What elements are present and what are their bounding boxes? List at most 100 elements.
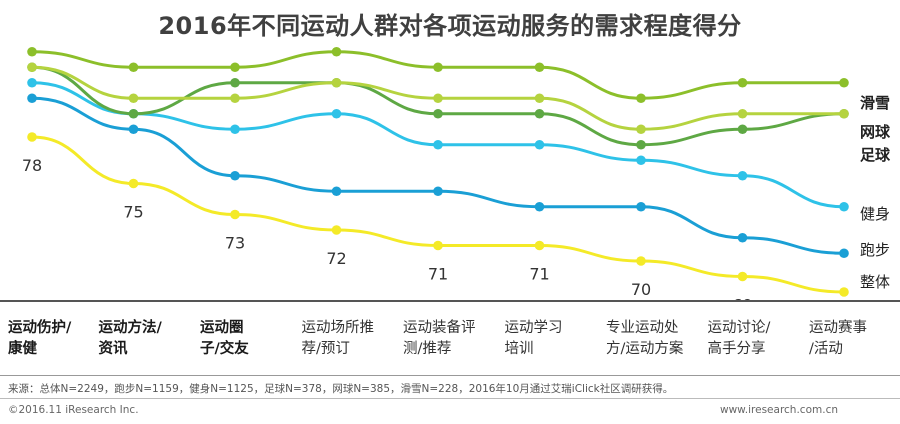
category-label-line: 荐/预订 xyxy=(301,341,350,357)
data-point-健身-6 xyxy=(636,155,646,166)
data-point-跑步-6 xyxy=(636,201,646,212)
data-label-4: 71 xyxy=(428,265,448,284)
data-label-5: 71 xyxy=(529,265,549,284)
series-line-足球 xyxy=(30,65,846,147)
chart-title: 2016年不同运动人群对各项运动服务的需求程度得分 xyxy=(158,12,742,40)
category-label-4: 运动装备评测/推荐 xyxy=(403,318,513,360)
data-point-滑雪-6 xyxy=(636,93,646,104)
data-point-整体-8 xyxy=(839,287,849,297)
series-label-健身: 健身 xyxy=(860,205,890,223)
category-label-line: 运动讨论/ xyxy=(707,320,771,336)
data-label-2: 73 xyxy=(225,234,245,253)
data-point-滑雪-1 xyxy=(128,62,139,73)
data-point-足球-6 xyxy=(636,139,646,150)
series-label-滑雪: 滑雪 xyxy=(860,94,890,112)
data-point-足球-7 xyxy=(737,124,748,135)
data-point-整体-0 xyxy=(27,132,37,142)
series-label-整体: 整体 xyxy=(860,273,890,291)
category-label-line: 高手分享 xyxy=(707,341,766,357)
category-label-line: 运动伤护/ xyxy=(8,320,72,336)
category-label-line: 测/推荐 xyxy=(403,341,452,357)
data-point-健身-8 xyxy=(839,201,849,212)
line-chart: 滑雪网球足球健身跑步整体787573727171706968 xyxy=(22,46,891,301)
data-point-滑雪-4 xyxy=(433,62,443,73)
category-label-8: 运动赛事/活动 xyxy=(809,318,900,360)
data-point-网球-6 xyxy=(636,124,646,135)
category-label-7: 运动讨论/高手分享 xyxy=(708,318,818,360)
data-point-滑雪-3 xyxy=(331,46,342,57)
data-point-网球-7 xyxy=(737,108,748,119)
category-label-1: 运动方法/资讯 xyxy=(99,318,209,360)
category-label-5: 运动学习 培训 xyxy=(505,318,615,360)
series-label-跑步: 跑步 xyxy=(860,241,890,259)
data-point-健身-5 xyxy=(534,139,545,150)
category-label-line: 专业运动处 xyxy=(606,320,679,336)
category-label-3: 运动场所推荐/预订 xyxy=(302,318,412,360)
data-point-滑雪-2 xyxy=(230,62,240,73)
source-note: 来源：总体N=2249，跑步N=1159，健身N=1125，足球N=378，网球… xyxy=(8,383,674,395)
footer-divider-bottom xyxy=(0,398,900,399)
data-point-跑步-1 xyxy=(128,124,139,135)
category-label-line: 子/交友 xyxy=(200,341,249,357)
data-point-跑步-3 xyxy=(331,186,342,197)
data-point-网球-1 xyxy=(128,93,139,104)
data-point-整体-1 xyxy=(128,178,139,189)
data-point-跑步-4 xyxy=(433,186,443,197)
data-point-整体-7 xyxy=(737,271,748,282)
category-label-line: 培训 xyxy=(504,341,534,357)
data-point-网球-0 xyxy=(27,62,37,73)
data-label-3: 72 xyxy=(326,249,346,268)
series-label-网球: 网球 xyxy=(860,123,891,141)
data-point-健身-7 xyxy=(737,170,748,181)
data-point-跑步-7 xyxy=(737,232,748,243)
category-label-0: 运动伤护/康健 xyxy=(8,318,118,360)
data-point-网球-4 xyxy=(433,93,443,104)
data-point-整体-3 xyxy=(331,225,342,235)
data-point-网球-8 xyxy=(839,108,849,119)
category-label-line: 运动赛事 xyxy=(809,320,867,336)
data-point-滑雪-8 xyxy=(839,77,849,88)
category-label-6: 专业运动处方/运动方案 xyxy=(606,318,716,360)
footer-divider xyxy=(0,375,900,376)
series-line-整体 xyxy=(30,135,846,294)
category-label-line: 运动场所推 xyxy=(301,320,375,336)
category-label-line: 运动圈 xyxy=(200,320,244,336)
category-label-2: 运动圈子/交友 xyxy=(200,318,310,360)
category-label-line: /活动 xyxy=(809,341,843,357)
axis-divider xyxy=(0,300,900,302)
data-point-足球-5 xyxy=(534,108,545,119)
data-label-6: 70 xyxy=(631,280,651,299)
data-label-1: 75 xyxy=(123,203,143,222)
data-point-健身-4 xyxy=(433,139,443,150)
data-point-整体-6 xyxy=(636,256,646,266)
data-point-跑步-5 xyxy=(534,201,545,212)
data-point-跑步-0 xyxy=(27,93,37,104)
data-point-网球-3 xyxy=(331,77,342,88)
series-label-足球: 足球 xyxy=(860,146,891,164)
category-label-line: 运动装备评 xyxy=(403,320,476,336)
data-point-足球-4 xyxy=(433,108,443,119)
data-point-整体-2 xyxy=(230,209,240,220)
category-label-line: 运动学习 xyxy=(504,320,563,336)
data-point-跑步-8 xyxy=(839,248,849,259)
data-point-整体-5 xyxy=(534,240,545,251)
data-point-足球-2 xyxy=(230,77,240,88)
data-point-滑雪-7 xyxy=(737,77,748,88)
data-point-健身-2 xyxy=(230,124,240,135)
category-label-line: 方/运动方案 xyxy=(606,341,684,357)
website-text: www.iresearch.com.cn xyxy=(719,404,838,416)
data-label-7: 69 xyxy=(732,296,752,301)
series-line-滑雪 xyxy=(30,50,846,100)
data-point-健身-3 xyxy=(331,108,342,119)
category-label-line: 康健 xyxy=(8,341,37,357)
data-point-网球-5 xyxy=(534,93,545,104)
data-point-足球-1 xyxy=(128,108,139,119)
data-point-整体-4 xyxy=(433,240,443,251)
category-label-line: 运动方法/ xyxy=(98,320,162,336)
data-point-滑雪-0 xyxy=(27,46,37,57)
category-label-line: 资讯 xyxy=(98,341,128,357)
data-point-跑步-2 xyxy=(230,170,240,181)
data-point-健身-0 xyxy=(27,77,37,88)
data-point-网球-2 xyxy=(230,93,240,104)
data-label-0: 78 xyxy=(22,156,42,175)
